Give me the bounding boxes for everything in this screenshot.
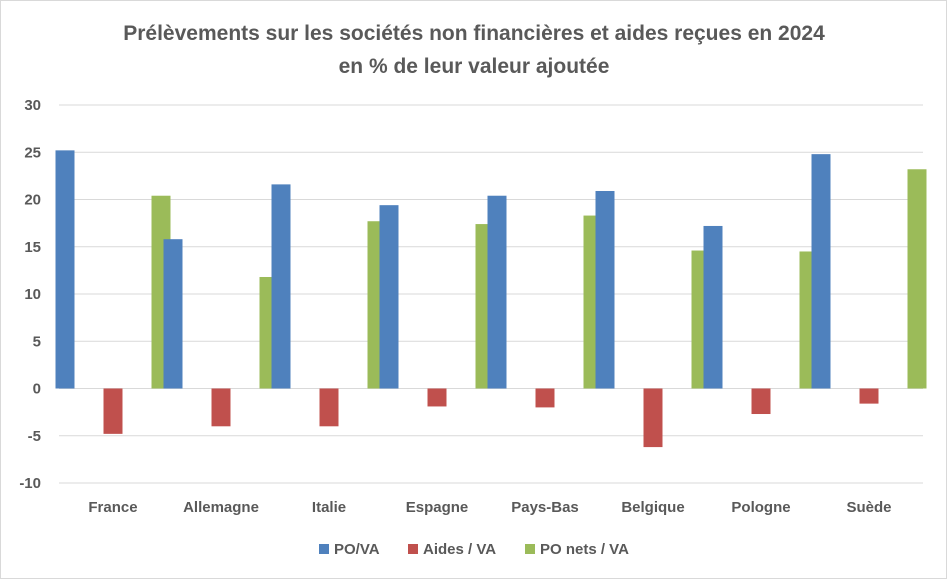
y-tick-label: 30 [24,97,41,114]
y-tick-label: 0 [33,381,41,398]
x-category-label: Italie [312,499,346,516]
legend-swatch [525,544,535,554]
bar-allemagne-series-1 [163,239,183,389]
bar-belgique-series-2 [643,388,663,448]
bar-italie-series-2 [319,388,339,427]
x-category-label: Suède [846,499,891,516]
bar-belgique-series-1 [595,190,615,389]
bar-pays-bas-series-2 [535,388,555,408]
y-tick-label: 25 [24,144,41,161]
bar-pologne-series-1 [703,225,723,389]
y-tick-label: 20 [24,192,41,209]
legend: PO/VA Aides / VA PO nets / VA [319,541,629,558]
bar-suède-series-2 [859,388,879,404]
chart-title-line-2: en % de leur valeur ajoutée [339,55,610,78]
bars [55,150,927,448]
y-tick-label: 10 [24,286,41,303]
x-category-label: Pays-Bas [511,499,579,516]
bar-france-series-2 [103,388,123,434]
y-tick-label: 15 [24,239,41,256]
x-category-label: Espagne [406,499,469,516]
legend-swatch [408,544,418,554]
bar-espagne-series-1 [379,205,399,389]
x-category-label: France [88,499,137,516]
y-axis-ticks: 30 25 20 15 10 5 0 -5 -10 [19,97,41,492]
y-tick-label: -5 [28,428,41,445]
bar-suède-series-1 [811,154,831,389]
bar-espagne-series-2 [427,388,447,407]
x-axis-categories: France Allemagne Italie Espagne Pays-Bas Belg… [88,499,891,516]
legend-label: PO/VA [334,541,380,558]
bar-pays-bas-series-1 [487,195,507,389]
bar-allemagne-series-2 [211,388,231,427]
x-category-label: Allemagne [183,499,259,516]
legend-swatch [319,544,329,554]
x-category-label: Belgique [621,499,684,516]
legend-label: Aides / VA [423,541,496,558]
bar-pologne-series-2 [751,388,771,415]
chart-title-line-1: Prélèvements sur les sociétés non financ… [123,22,825,45]
bar-france-series-1 [55,150,75,389]
legend-label: PO nets / VA [540,541,629,558]
y-tick-label: 5 [33,333,41,350]
bar-italie-series-1 [271,184,291,389]
y-tick-label: -10 [19,475,41,492]
bar-suède-series-3 [907,169,927,389]
x-category-label: Pologne [731,499,790,516]
